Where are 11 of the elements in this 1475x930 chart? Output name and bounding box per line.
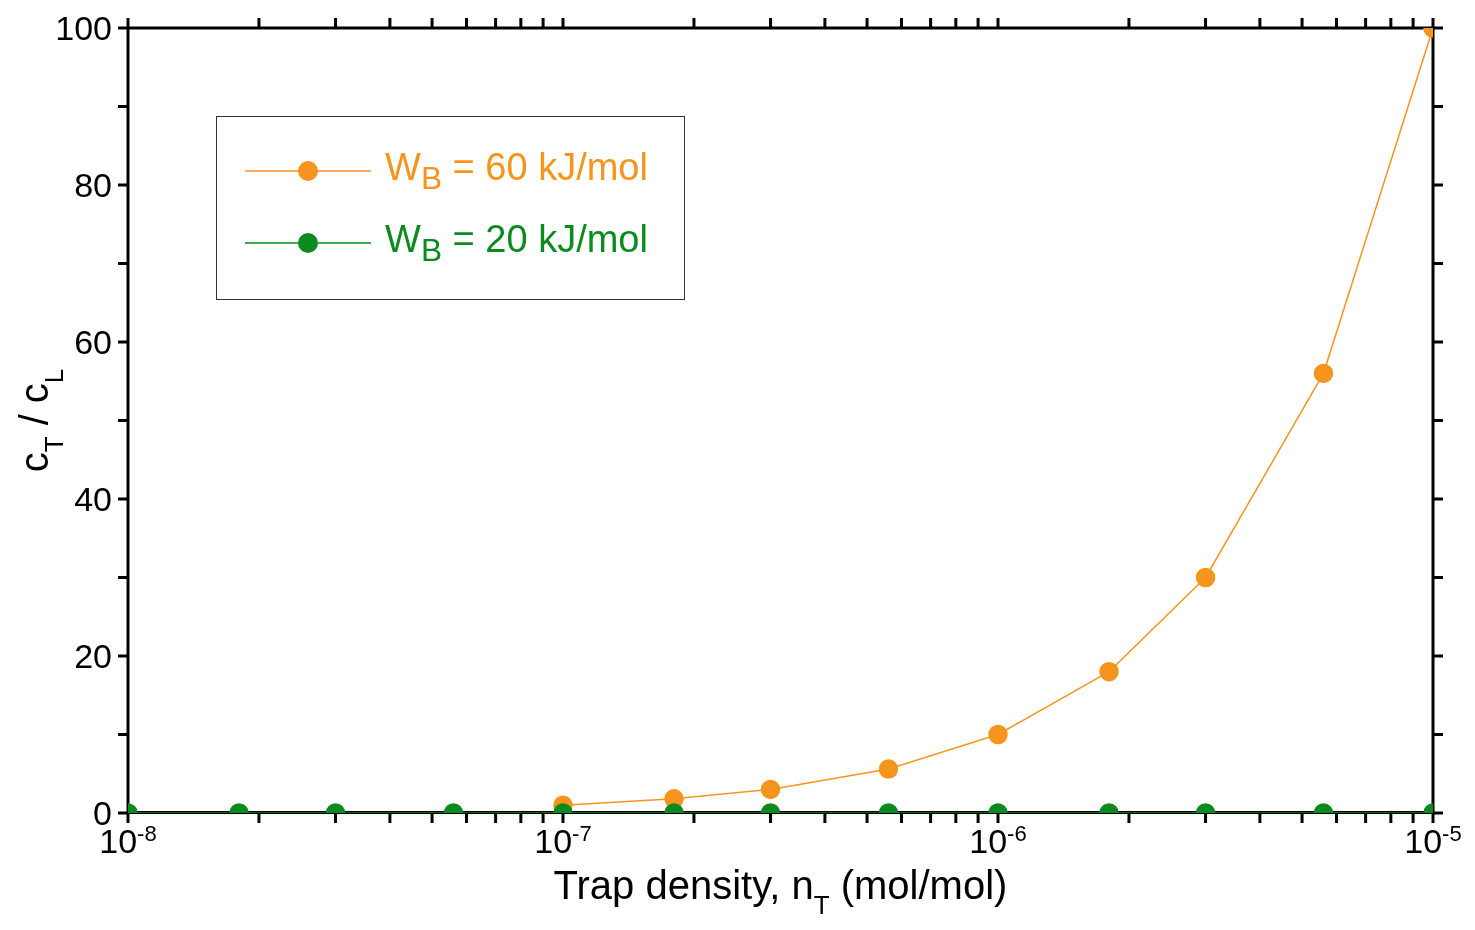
- x-tick-label: 10$^{-5}$: [1404, 820, 1462, 860]
- y-tick-label: 60: [74, 323, 112, 361]
- y-tick-label: 80: [74, 166, 112, 204]
- legend-label: W$_{B}$ = 20 kJ/mol: [385, 217, 648, 269]
- x-tick-label: 10$^{-7}$: [534, 820, 592, 860]
- x-tick-label: 10$^{-6}$: [969, 820, 1027, 860]
- y-tick-label: 100: [55, 9, 112, 47]
- y-tick-label: 20: [74, 637, 112, 675]
- legend-label: W$_{B}$ = 60 kJ/mol: [385, 145, 648, 197]
- x-axis-title: Trap density, n$_{T}$ (mol/mol): [553, 863, 1008, 920]
- y-tick-label: 40: [74, 480, 112, 518]
